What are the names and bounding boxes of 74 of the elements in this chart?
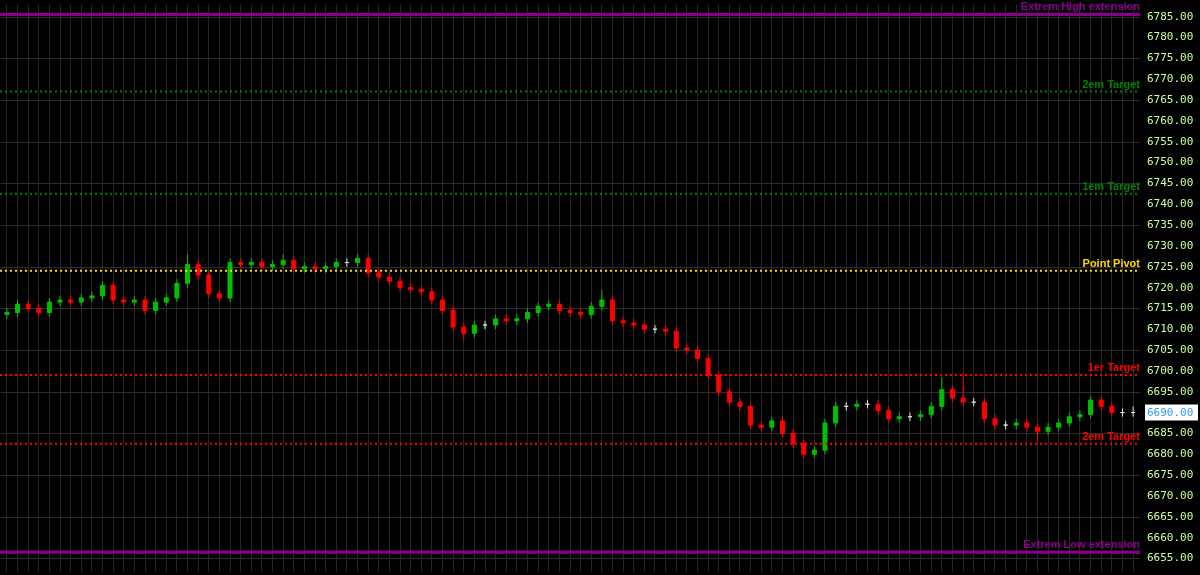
candlestick <box>535 301 541 318</box>
candlestick <box>1045 422 1051 436</box>
candlestick <box>365 253 371 278</box>
ref-line-label: Extrem High extension <box>1020 0 1141 13</box>
y-tick-label: 6740.00 <box>1147 197 1194 211</box>
ref-line-label: 2em Target <box>1082 429 1141 442</box>
candlestick <box>673 326 679 353</box>
candlestick <box>185 253 191 288</box>
ref-line-label: 1em Target <box>1082 179 1141 192</box>
candlestick <box>1088 395 1094 420</box>
candlestick <box>46 297 52 318</box>
candlestick <box>4 307 10 320</box>
candlestick <box>142 295 148 316</box>
candlestick <box>1034 422 1040 443</box>
ref-line-label: 2em Target <box>1082 77 1141 90</box>
y-tick-label: 6680.00 <box>1147 447 1194 461</box>
y-tick-label: 6725.00 <box>1147 259 1194 273</box>
candlestick <box>57 295 63 307</box>
candlestick <box>726 387 732 407</box>
candlestick <box>833 401 839 428</box>
candlestick <box>737 397 743 411</box>
candlestick <box>312 261 318 274</box>
ref-line-label: Extrem Low extension <box>1023 538 1141 551</box>
candlestick <box>620 316 626 328</box>
candlestick <box>89 291 95 303</box>
y-tick-label: 6685.00 <box>1147 426 1194 440</box>
y-tick-label: 6755.00 <box>1147 134 1194 148</box>
candlestick <box>174 278 180 303</box>
candlestick <box>1077 409 1083 422</box>
y-tick-label: 6695.00 <box>1147 384 1194 398</box>
y-tick-label: 6670.00 <box>1147 488 1194 502</box>
candlestick <box>280 253 286 270</box>
y-tick-label: 6735.00 <box>1147 217 1194 231</box>
y-tick-label: 6780.00 <box>1147 30 1194 44</box>
y-tick-label: 6750.00 <box>1147 155 1194 169</box>
y-tick-label: 6700.00 <box>1147 363 1194 377</box>
y-tick-label: 6760.00 <box>1147 113 1194 127</box>
candlestick <box>854 399 860 411</box>
candlestick <box>195 259 201 280</box>
candlestick <box>939 376 945 411</box>
candlestick <box>875 399 881 416</box>
y-tick-label: 6775.00 <box>1147 51 1194 65</box>
candlestick <box>610 295 615 326</box>
ref-line-label: 1er Target <box>1087 361 1141 374</box>
y-tick-label: 6655.00 <box>1147 551 1194 565</box>
y-tick-label: 6770.00 <box>1147 72 1194 86</box>
candlestick <box>981 397 987 424</box>
candlestick <box>206 270 212 299</box>
y-tick-label: 6745.00 <box>1147 176 1194 190</box>
y-tick-label: 6675.00 <box>1147 468 1194 482</box>
y-tick-label: 6690.00 <box>1147 405 1194 419</box>
candlestick <box>100 280 106 301</box>
y-tick-label: 6785.00 <box>1147 9 1194 23</box>
y-tick-label: 6665.00 <box>1147 509 1194 523</box>
candlestick <box>440 295 446 316</box>
candlestick <box>397 276 403 293</box>
candlestick <box>748 401 754 430</box>
ref-line-label: Point Pivot <box>1082 256 1141 269</box>
candlestick <box>599 289 605 311</box>
y-tick-label: 6660.00 <box>1147 530 1194 544</box>
candlestick <box>514 314 520 326</box>
y-tick-label: 6710.00 <box>1147 322 1194 336</box>
y-tick-label: 6705.00 <box>1147 343 1194 357</box>
y-tick-label: 6765.00 <box>1147 92 1194 106</box>
candlestick <box>482 320 488 330</box>
y-tick-label: 6720.00 <box>1147 280 1194 294</box>
y-tick-label: 6730.00 <box>1147 238 1194 252</box>
candlestick <box>450 305 456 332</box>
candlestick <box>684 343 690 355</box>
candlestick <box>110 280 116 305</box>
candlestick <box>567 305 573 318</box>
candlestick <box>779 416 785 439</box>
candlestick <box>259 257 265 272</box>
y-tick-label: 6715.00 <box>1147 301 1194 315</box>
